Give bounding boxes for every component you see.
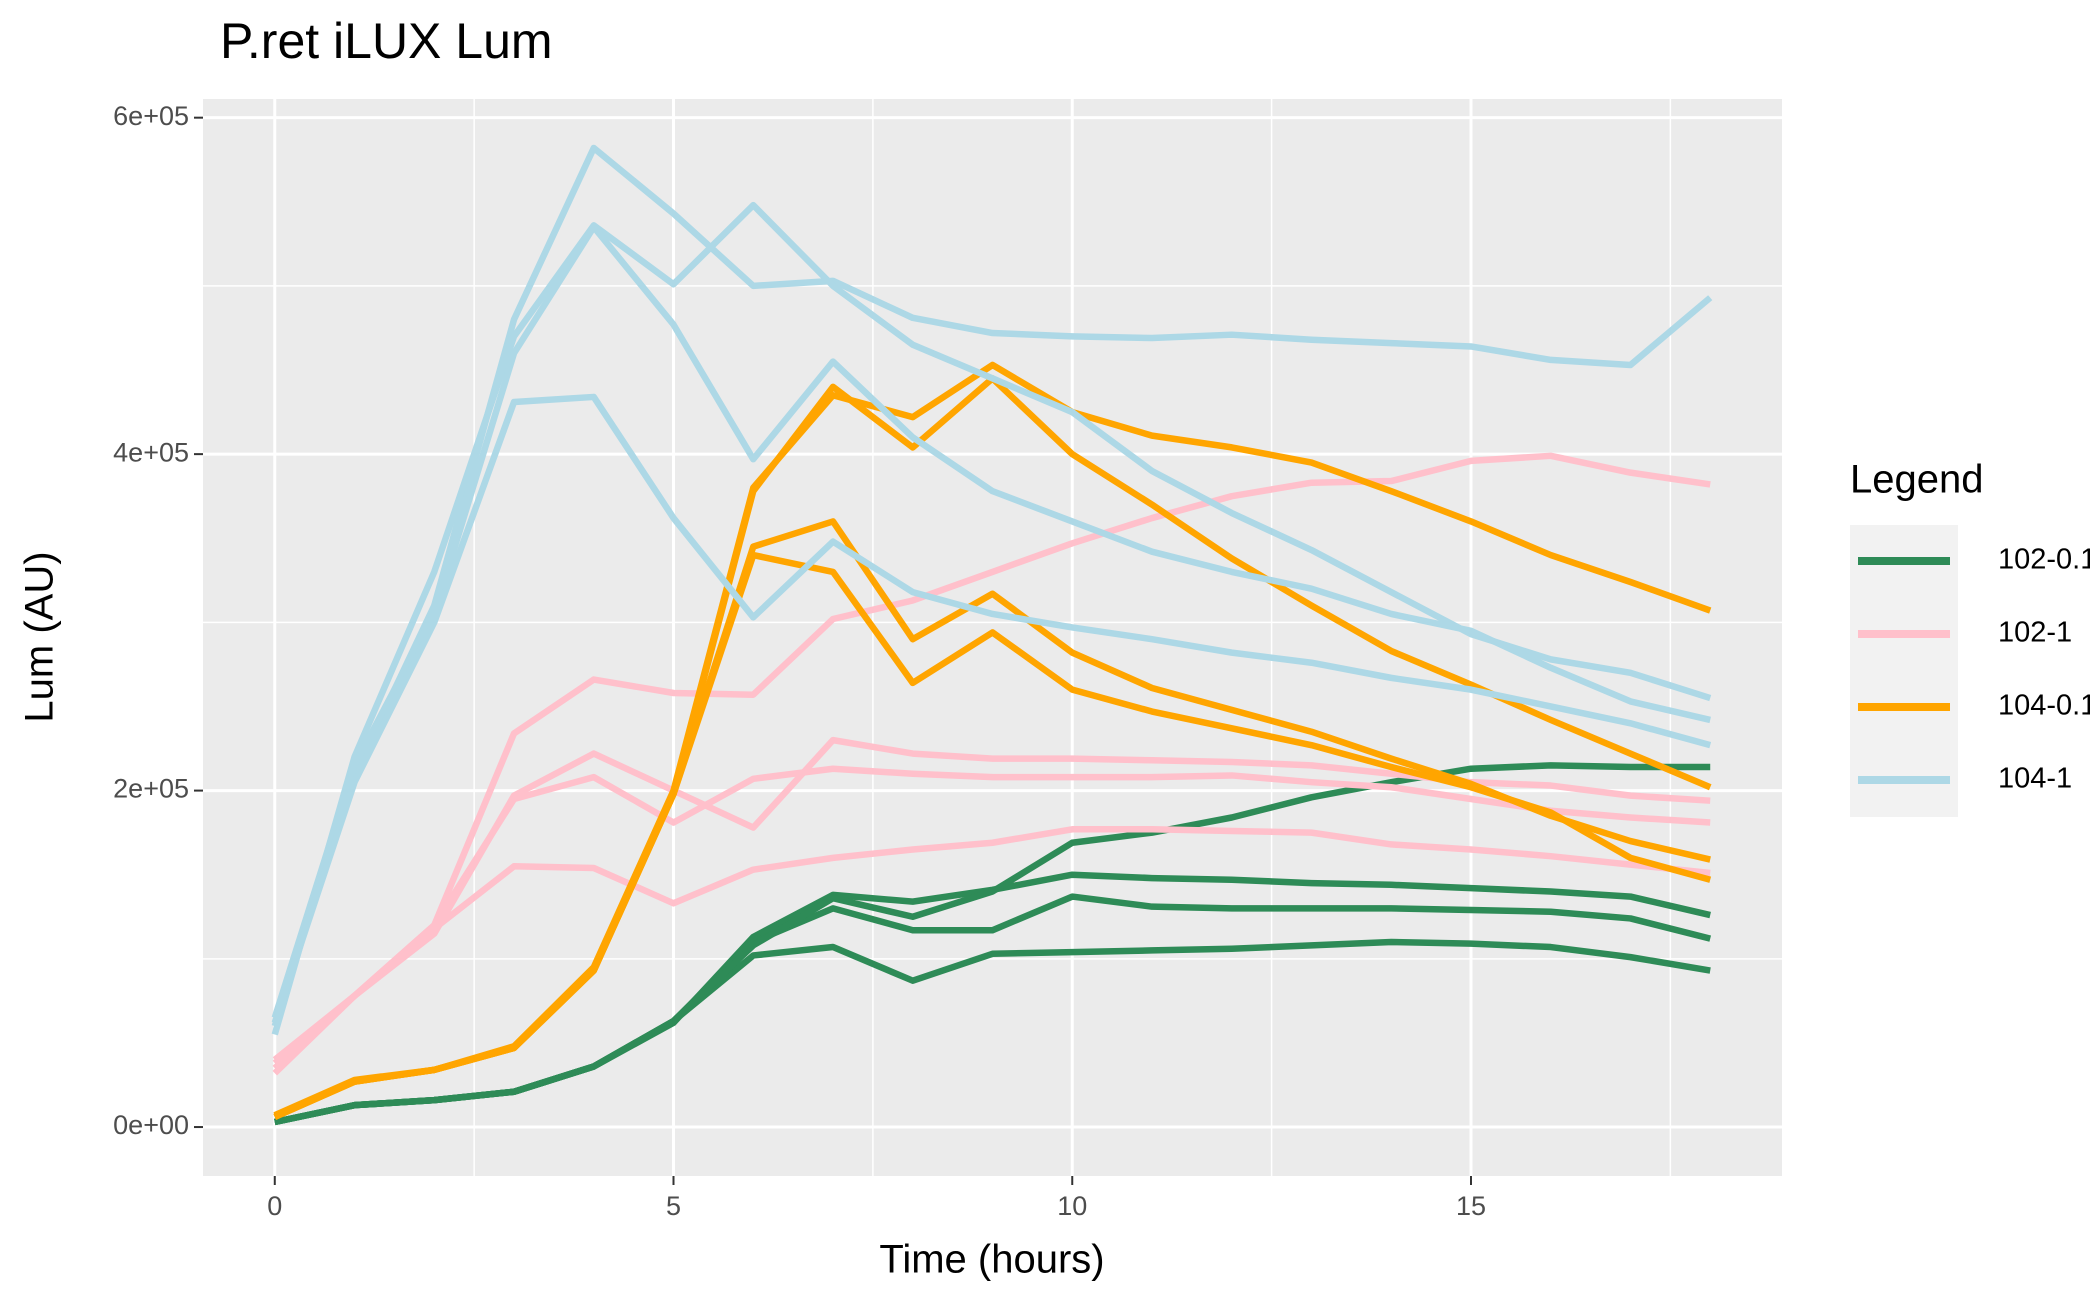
line (272, 452, 1711, 1071)
y-tick-label: 0e+00 (113, 1110, 189, 1140)
x-tick-label: 15 (1456, 1191, 1486, 1221)
line (271, 144, 1713, 1028)
legend-label: 102-0.1 (1998, 544, 2090, 576)
line (271, 223, 1711, 1019)
y-tick-label: 2e+05 (113, 774, 189, 804)
y-axis-title: Lum (AU) (18, 551, 62, 722)
plot-panel (203, 99, 1782, 1176)
line (272, 826, 1711, 1066)
legend-key-bg (1850, 525, 1958, 817)
x-axis-title: Time (hours) (879, 1238, 1104, 1282)
line (274, 762, 1711, 1126)
chart-title: P.ret iLUX Lum (220, 13, 553, 69)
x-tick-label: 0 (267, 1191, 282, 1221)
line (272, 765, 1711, 1076)
y-tick-label: 6e+05 (113, 101, 189, 131)
y-tick-label: 4e+05 (113, 437, 189, 467)
legend-label: 102-1 (1998, 617, 2072, 649)
x-tick-label: 10 (1057, 1191, 1087, 1221)
x-tick-label: 5 (666, 1191, 681, 1221)
legend-label: 104-1 (1998, 763, 2072, 795)
line (273, 551, 1712, 1120)
legend-label: 104-0.1 (1998, 690, 2090, 722)
line (271, 393, 1712, 1024)
legend-title: Legend (1850, 458, 1983, 502)
